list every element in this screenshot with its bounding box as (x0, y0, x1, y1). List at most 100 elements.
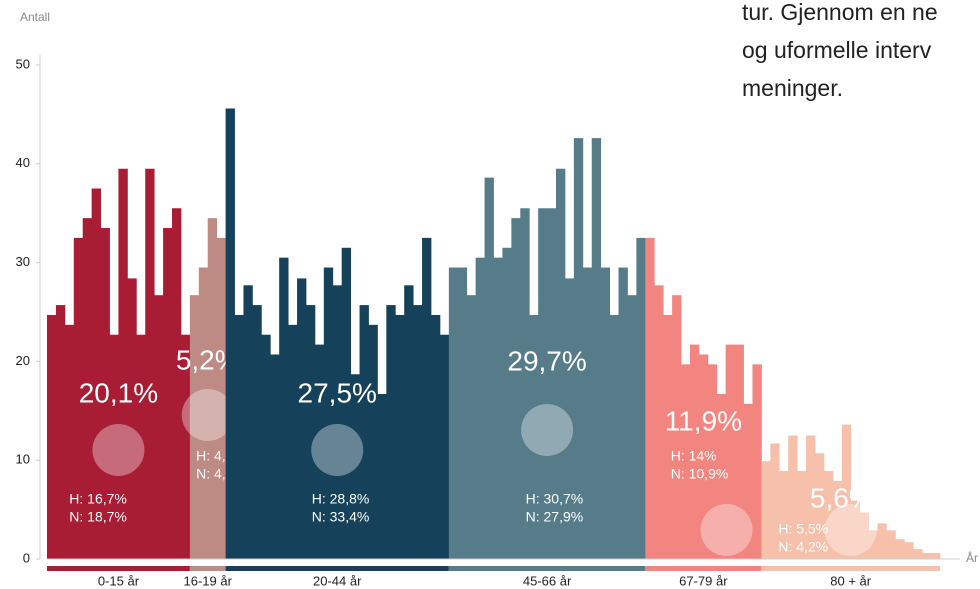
group-label: 0-15 år (98, 573, 140, 588)
bar (520, 208, 530, 559)
bar (172, 208, 182, 559)
group-n: N: 10,9% (671, 466, 729, 482)
bar (430, 314, 441, 559)
group-strip (189, 566, 226, 571)
bar (707, 364, 718, 559)
icon-circle (521, 404, 574, 456)
group-strip (448, 566, 646, 571)
x-axis-label: År (966, 550, 978, 565)
group-n: N: 4,2% (778, 539, 828, 555)
group-n: N: 27,9% (526, 509, 584, 525)
bar (368, 324, 378, 559)
bar (877, 523, 887, 559)
bar (493, 257, 503, 559)
bar (859, 512, 869, 559)
bar (216, 237, 226, 559)
bar (466, 295, 477, 559)
group-share: 29,7% (507, 345, 586, 376)
bar (404, 285, 414, 559)
group-strip (47, 566, 190, 571)
bar (243, 285, 253, 559)
bar (109, 334, 119, 559)
bar (609, 314, 619, 559)
bar (556, 168, 566, 560)
paragraph-line: meninger. (742, 75, 843, 101)
group-label: 67-79 år (679, 573, 728, 588)
y-tick-label: 40 (16, 155, 30, 170)
group-h: H: 16,7% (69, 491, 127, 507)
group-n: N: 18,7% (69, 509, 127, 525)
bar (922, 553, 932, 559)
bar (752, 364, 762, 559)
bar (814, 453, 825, 559)
bar (207, 218, 218, 559)
bar (252, 305, 262, 559)
bar (547, 208, 557, 559)
bar (422, 237, 432, 559)
bar (198, 267, 209, 559)
y-tick-label: 50 (16, 56, 30, 71)
bar (323, 267, 334, 559)
bar (145, 168, 155, 560)
bar (270, 354, 280, 559)
bar (359, 305, 369, 559)
group-h: H: 14% (671, 448, 717, 464)
y-tick-label: 0 (23, 550, 30, 565)
bar (743, 403, 753, 559)
bar (64, 324, 75, 559)
bar (832, 480, 843, 559)
bar (297, 278, 307, 559)
bar (332, 285, 343, 559)
bar (770, 443, 780, 559)
bar (681, 364, 691, 559)
bar (886, 530, 896, 559)
group-label: 20-44 år (313, 573, 362, 588)
bar (180, 334, 191, 559)
bar (288, 324, 298, 559)
bar (600, 267, 610, 559)
bar (475, 257, 485, 559)
y-tick-label: 20 (16, 353, 30, 368)
bar (439, 334, 450, 559)
bar (163, 228, 173, 559)
bar (564, 278, 575, 559)
bar (689, 344, 700, 559)
group-strip (645, 566, 762, 571)
icon-circle (700, 504, 753, 556)
group-strip (761, 566, 940, 571)
bar (627, 295, 637, 559)
bar (841, 424, 852, 559)
bar (154, 295, 164, 559)
bar (868, 530, 878, 559)
bar (538, 208, 548, 559)
bar (788, 435, 798, 559)
bar (234, 314, 244, 559)
icon-circle (181, 389, 234, 441)
bar (529, 314, 539, 559)
bar (931, 553, 941, 559)
bar (136, 334, 146, 559)
bar (895, 539, 905, 559)
bar (761, 461, 771, 559)
bar (305, 305, 316, 559)
bar (55, 305, 66, 559)
bar (100, 228, 110, 559)
bar (511, 218, 521, 559)
bar (672, 295, 682, 559)
y-tick-label: 10 (16, 452, 30, 467)
bar (913, 549, 923, 559)
bar (448, 267, 459, 559)
bar (591, 138, 602, 559)
paragraph-line: tur. Gjennom en ne (742, 0, 938, 25)
bar (636, 237, 646, 559)
bar (850, 500, 861, 559)
bar (823, 471, 834, 559)
group-n: N: 33,4% (312, 509, 370, 525)
group-h: H: 30,7% (526, 491, 584, 507)
group-label: 80 + år (830, 573, 872, 588)
bar (582, 267, 593, 559)
bar (698, 354, 709, 559)
y-axis-label: Antall (20, 10, 50, 24)
bar (413, 305, 423, 559)
